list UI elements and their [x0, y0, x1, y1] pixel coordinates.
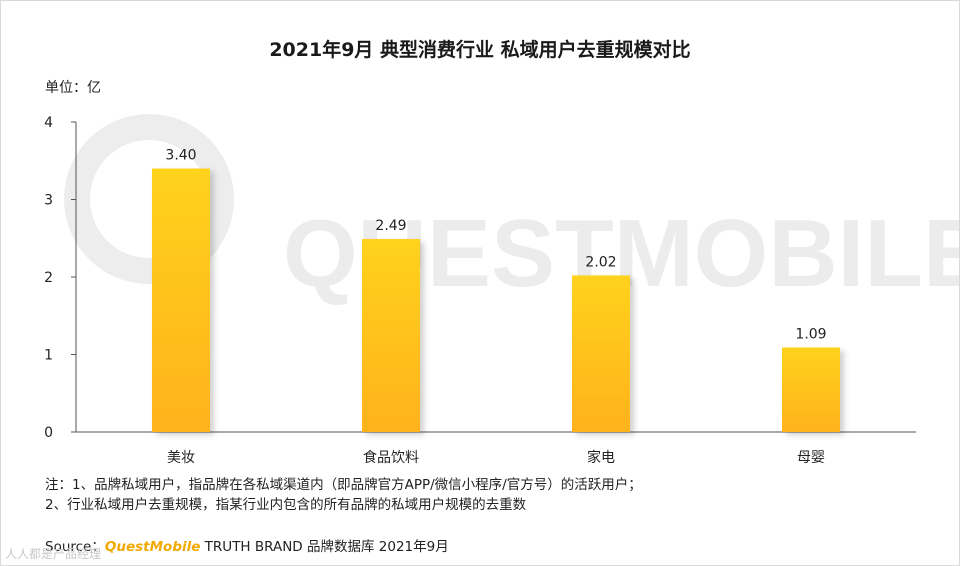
- x-tick-label: 美妆: [167, 450, 195, 466]
- source-brand: QuestMobile: [104, 539, 201, 555]
- y-tick-label: 4: [44, 115, 53, 131]
- bar-value-label: 2.02: [585, 254, 616, 270]
- chart-title: 2021年9月 典型消费行业 私域用户去重规模对比: [269, 39, 691, 61]
- y-tick-label: 1: [44, 348, 53, 364]
- bar-value-label: 1.09: [795, 327, 826, 343]
- y-tick-label: 3: [44, 193, 53, 209]
- bar-value-label: 2.49: [375, 218, 406, 234]
- bar: [782, 347, 840, 432]
- y-axis: 0 1 2 3 4: [44, 115, 77, 441]
- watermark-logo-icon: [64, 114, 234, 284]
- y-tick-label: 2: [44, 270, 53, 286]
- x-axis: 美妆 食品饮料 家电 母婴: [76, 431, 916, 466]
- bar: [362, 239, 420, 432]
- source-rest: TRUTH BRAND 品牌数据库 2021年9月: [200, 539, 449, 555]
- footnote-1: 注：1、品牌私域用户，指品牌在各私域渠道内（即品牌官方APP/微信小程序/官方号…: [45, 477, 642, 493]
- bar-value-label: 3.40: [165, 148, 196, 164]
- footnote-2: 2、行业私域用户去重规模，指某行业内包含的所有品牌的私域用户规模的去重数: [45, 497, 527, 513]
- source-line: Source：QuestMobile TRUTH BRAND 品牌数据库 202…: [45, 535, 449, 555]
- corner-watermark: 人人都是产品经理: [5, 547, 102, 561]
- source-prefix: Source：: [45, 539, 105, 555]
- y-tick-label: 0: [44, 425, 53, 441]
- footnotes: 注：1、品牌私域用户，指品牌在各私域渠道内（即品牌官方APP/微信小程序/官方号…: [45, 475, 642, 515]
- bars: 3.40 2.49 2.02 1.09: [152, 148, 840, 432]
- bar: [572, 275, 630, 432]
- bar: [152, 168, 210, 432]
- x-tick-label: 家电: [587, 449, 615, 466]
- unit-label: 单位：亿: [45, 80, 101, 96]
- x-tick-label: 食品饮料: [363, 449, 419, 466]
- x-tick-label: 母婴: [797, 450, 825, 466]
